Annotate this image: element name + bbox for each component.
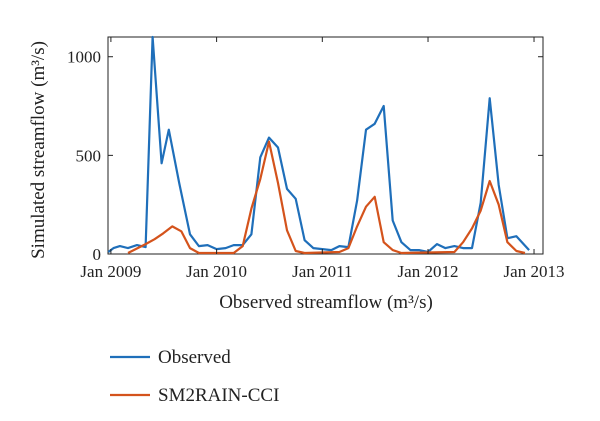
y-tick-label: 1000	[67, 48, 101, 67]
x-axis-label: Observed streamflow (m³/s)	[219, 292, 433, 313]
x-tick-label: Jan 2013	[504, 262, 565, 281]
series-line-sm2rain-cci	[127, 140, 526, 255]
y-tick-label: 0	[93, 245, 102, 264]
legend-label: SM2RAIN-CCI	[158, 385, 279, 406]
x-ticks: Jan 2009 Jan 2010 Jan 2011 Jan 2012 Jan 2013	[80, 37, 564, 281]
legend: Observed SM2RAIN-CCI	[110, 347, 279, 406]
legend-label: Observed	[158, 347, 231, 368]
y-tick-label: 500	[76, 146, 102, 165]
series-layer	[107, 35, 530, 255]
plot-area	[107, 36, 544, 255]
plot-frame	[107, 36, 544, 255]
series-line-observed	[107, 35, 530, 254]
x-tick-label: Jan 2010	[186, 262, 247, 281]
y-axis-label: Simulated streamflow (m³/s)	[28, 41, 49, 259]
x-tick-label: Jan 2011	[292, 262, 352, 281]
x-tick-label: Jan 2009	[80, 262, 141, 281]
y-ticks: 0 500 1000	[67, 48, 543, 264]
x-tick-label: Jan 2012	[398, 262, 459, 281]
